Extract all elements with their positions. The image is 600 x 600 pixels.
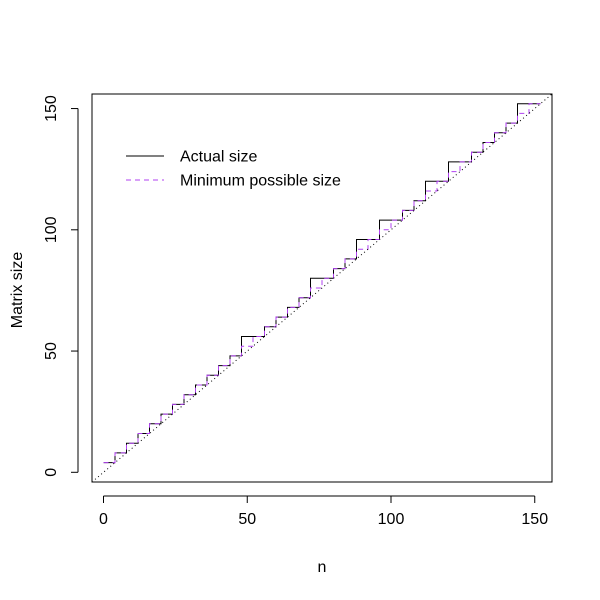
y-tick-label: 150 (43, 95, 60, 122)
x-tick-label: 50 (238, 511, 256, 528)
legend: Actual size Minimum possible size (126, 149, 341, 190)
plot-frame (91, 93, 553, 483)
series-minimum-possible-size (103, 103, 541, 464)
axes: 0 50 100 150 0 50 100 150 (43, 95, 548, 528)
legend-label-actual: Actual size (180, 149, 257, 166)
y-axis-label: Matrix size (9, 252, 26, 329)
x-tick-label: 150 (521, 511, 548, 528)
series-layer (91, 93, 553, 483)
y-tick-label: 0 (43, 468, 60, 477)
legend-label-minimum: Minimum possible size (180, 173, 341, 190)
series-reference-line (91, 93, 553, 483)
x-tick-label: 0 (99, 511, 108, 528)
x-tick-label: 100 (378, 511, 405, 528)
x-axis-label: n (318, 559, 327, 576)
y-tick-label: 100 (43, 216, 60, 243)
y-tick-label: 50 (43, 342, 60, 360)
